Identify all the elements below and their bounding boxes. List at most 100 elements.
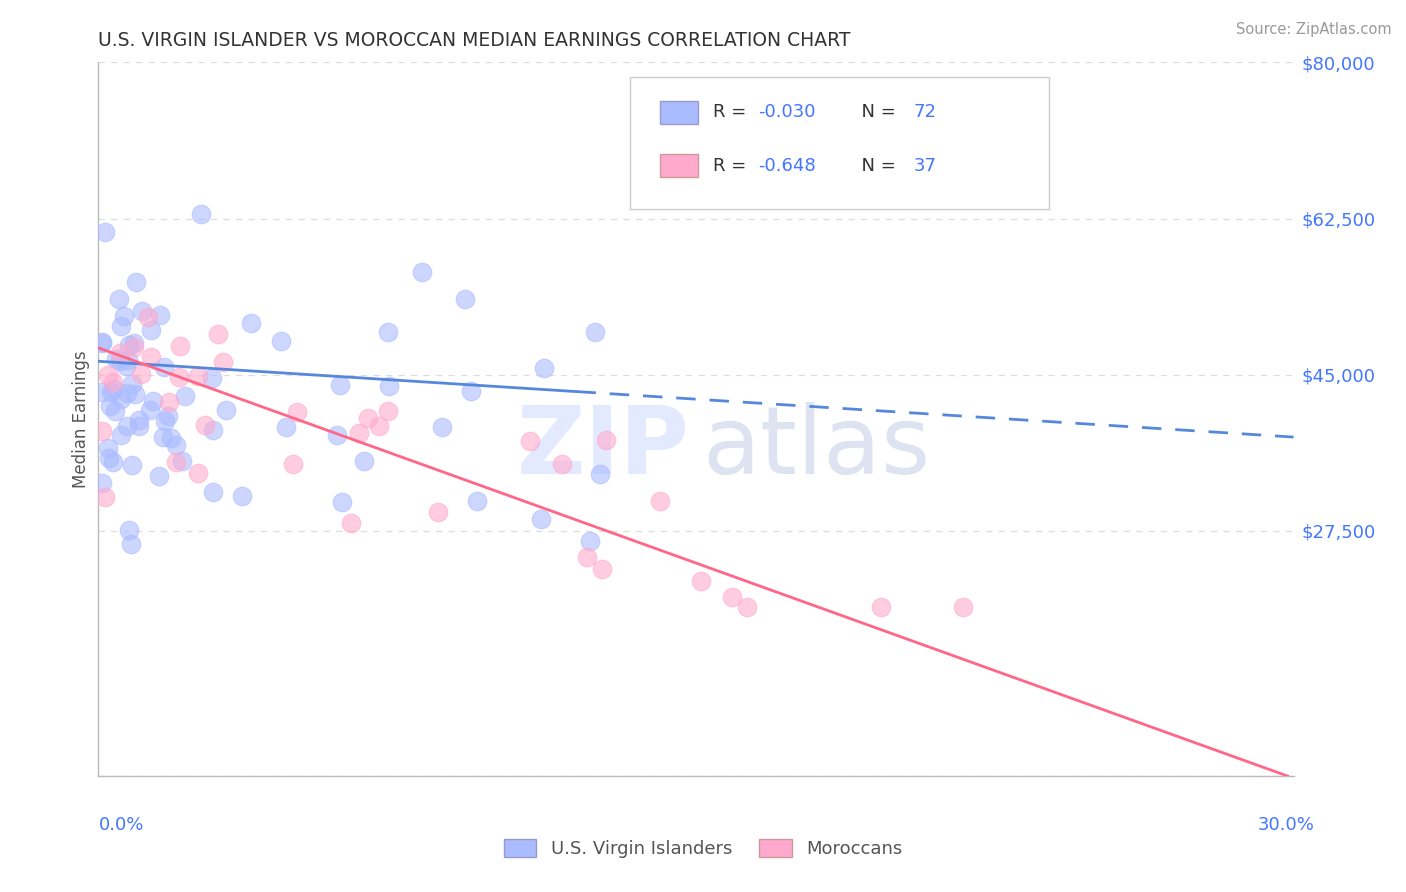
Point <box>721 590 744 604</box>
Point <box>98 450 121 465</box>
Point <box>91 335 114 350</box>
Point <box>576 549 599 564</box>
Text: -0.648: -0.648 <box>758 157 815 175</box>
Legend: U.S. Virgin Islanders, Moroccans: U.S. Virgin Islanders, Moroccans <box>496 831 910 865</box>
Point <box>172 454 194 468</box>
Point <box>579 534 602 549</box>
Point <box>139 350 162 364</box>
Text: 0.0%: 0.0% <box>98 816 143 834</box>
Point <box>128 419 150 434</box>
Point <box>149 309 172 323</box>
Point <box>595 433 617 447</box>
Point <box>101 376 124 390</box>
Point <box>91 335 114 350</box>
Point <box>91 385 114 400</box>
Point <box>519 434 541 448</box>
FancyBboxPatch shape <box>630 77 1049 209</box>
Point <box>353 453 375 467</box>
Point <box>270 334 292 348</box>
Text: Source: ZipAtlas.com: Source: ZipAtlas.com <box>1236 22 1392 37</box>
Point <box>115 359 138 373</box>
Point <box>165 455 187 469</box>
Point <box>377 326 399 340</box>
Point <box>367 419 389 434</box>
Point <box>169 338 191 352</box>
Point <box>735 599 758 614</box>
Point <box>128 412 150 426</box>
Point <box>330 495 353 509</box>
Point <box>650 494 672 508</box>
Text: -0.030: -0.030 <box>758 103 815 121</box>
Point <box>215 403 238 417</box>
Point <box>110 319 132 334</box>
Point <box>112 310 135 324</box>
Point <box>103 455 125 469</box>
Point <box>239 316 262 330</box>
Point <box>94 490 117 504</box>
Point <box>94 226 117 240</box>
Point <box>202 423 225 437</box>
Point <box>115 386 138 401</box>
Point <box>529 512 551 526</box>
Point <box>427 505 450 519</box>
Point <box>689 574 711 588</box>
Point <box>194 417 217 432</box>
Point <box>104 403 127 417</box>
Text: R =: R = <box>713 157 752 175</box>
Point <box>103 382 125 396</box>
Point <box>138 403 160 417</box>
Point <box>285 405 308 419</box>
Point <box>121 376 143 391</box>
Point <box>117 353 139 368</box>
Point <box>91 425 114 439</box>
Point <box>190 207 212 221</box>
Point <box>467 493 489 508</box>
Point <box>125 275 148 289</box>
Point <box>357 411 380 425</box>
Point <box>110 392 132 406</box>
Point <box>152 430 174 444</box>
Bar <box>661 154 699 178</box>
Point <box>281 457 304 471</box>
Point <box>952 599 974 614</box>
Y-axis label: Median Earnings: Median Earnings <box>72 351 90 488</box>
Point <box>551 457 574 471</box>
Text: 37: 37 <box>914 157 936 175</box>
Point <box>120 537 142 551</box>
Point <box>274 420 297 434</box>
Point <box>122 340 145 354</box>
Point <box>108 292 131 306</box>
Bar <box>661 101 699 124</box>
Point <box>117 337 139 351</box>
Text: atlas: atlas <box>702 401 931 494</box>
Point <box>148 469 170 483</box>
Point <box>187 369 209 384</box>
Text: U.S. VIRGIN ISLANDER VS MOROCCAN MEDIAN EARNINGS CORRELATION CHART: U.S. VIRGIN ISLANDER VS MOROCCAN MEDIAN … <box>98 30 851 50</box>
Point <box>121 458 143 472</box>
Point <box>108 346 131 360</box>
Point <box>583 325 606 339</box>
Point <box>152 360 174 375</box>
Point <box>141 323 163 337</box>
Point <box>159 431 181 445</box>
Text: ZIP: ZIP <box>517 401 690 494</box>
Point <box>105 352 128 367</box>
Point <box>212 355 235 369</box>
Point <box>347 426 370 441</box>
Point <box>108 354 131 368</box>
Point <box>129 367 152 381</box>
Point <box>118 523 141 537</box>
Text: N =: N = <box>851 103 901 121</box>
Point <box>100 384 122 399</box>
Text: N =: N = <box>851 157 901 175</box>
Point <box>378 378 401 392</box>
Point <box>97 441 120 455</box>
Point <box>98 399 121 413</box>
Point <box>91 475 114 490</box>
Text: R =: R = <box>713 103 752 121</box>
Point <box>131 303 153 318</box>
Text: 72: 72 <box>914 103 936 121</box>
Point <box>411 265 433 279</box>
Point <box>124 387 146 401</box>
Point <box>231 489 253 503</box>
